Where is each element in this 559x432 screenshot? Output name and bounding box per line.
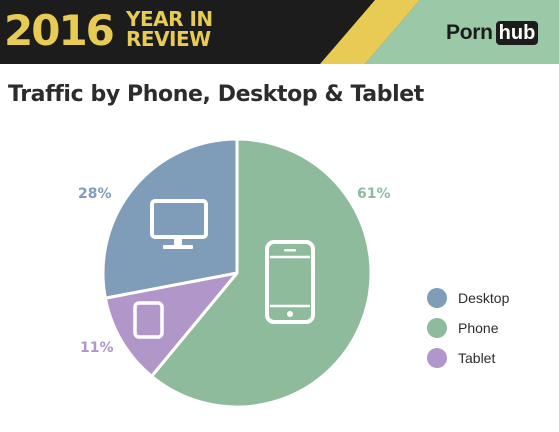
legend-item-phone: Phone xyxy=(427,313,509,343)
slice-label-phone: 61% xyxy=(357,186,391,202)
desktop-monitor-icon xyxy=(150,199,208,249)
banner-stripes xyxy=(320,0,559,64)
banner-green-panel xyxy=(365,0,559,64)
header-banner: 2016 YEAR IN REVIEW Porn hub xyxy=(0,0,559,64)
chart-legend: Desktop Phone Tablet xyxy=(427,283,509,373)
legend-item-desktop: Desktop xyxy=(427,283,509,313)
pie-slice-tablet xyxy=(103,271,239,378)
tablet-icon xyxy=(133,301,164,339)
legend-label-tablet: Tablet xyxy=(458,350,496,366)
year-in-review-text: YEAR IN REVIEW xyxy=(126,9,213,49)
legend-swatch-desktop xyxy=(427,288,447,308)
legend-item-tablet: Tablet xyxy=(427,343,509,373)
phone-icon xyxy=(265,240,315,324)
banner-yellow-stripe xyxy=(320,0,420,64)
logo-text-porn: Porn xyxy=(446,21,493,44)
review-line: REVIEW xyxy=(126,27,211,51)
pie-slice-phone xyxy=(150,137,373,409)
slice-label-tablet: 11% xyxy=(80,340,114,356)
legend-label-desktop: Desktop xyxy=(458,290,510,306)
logo-text-hub: hub xyxy=(495,21,539,45)
slice-label-desktop: 28% xyxy=(78,186,112,202)
legend-swatch-tablet xyxy=(427,348,447,368)
pie-slice-desktop xyxy=(101,137,239,300)
year-text: 2016 xyxy=(4,6,115,55)
legend-label-phone: Phone xyxy=(458,320,499,336)
pornhub-logo: Porn hub xyxy=(446,20,539,46)
year-in-line: YEAR IN xyxy=(126,7,213,31)
legend-swatch-phone xyxy=(427,318,447,338)
chart-title: Traffic by Phone, Desktop & Tablet xyxy=(8,82,424,107)
